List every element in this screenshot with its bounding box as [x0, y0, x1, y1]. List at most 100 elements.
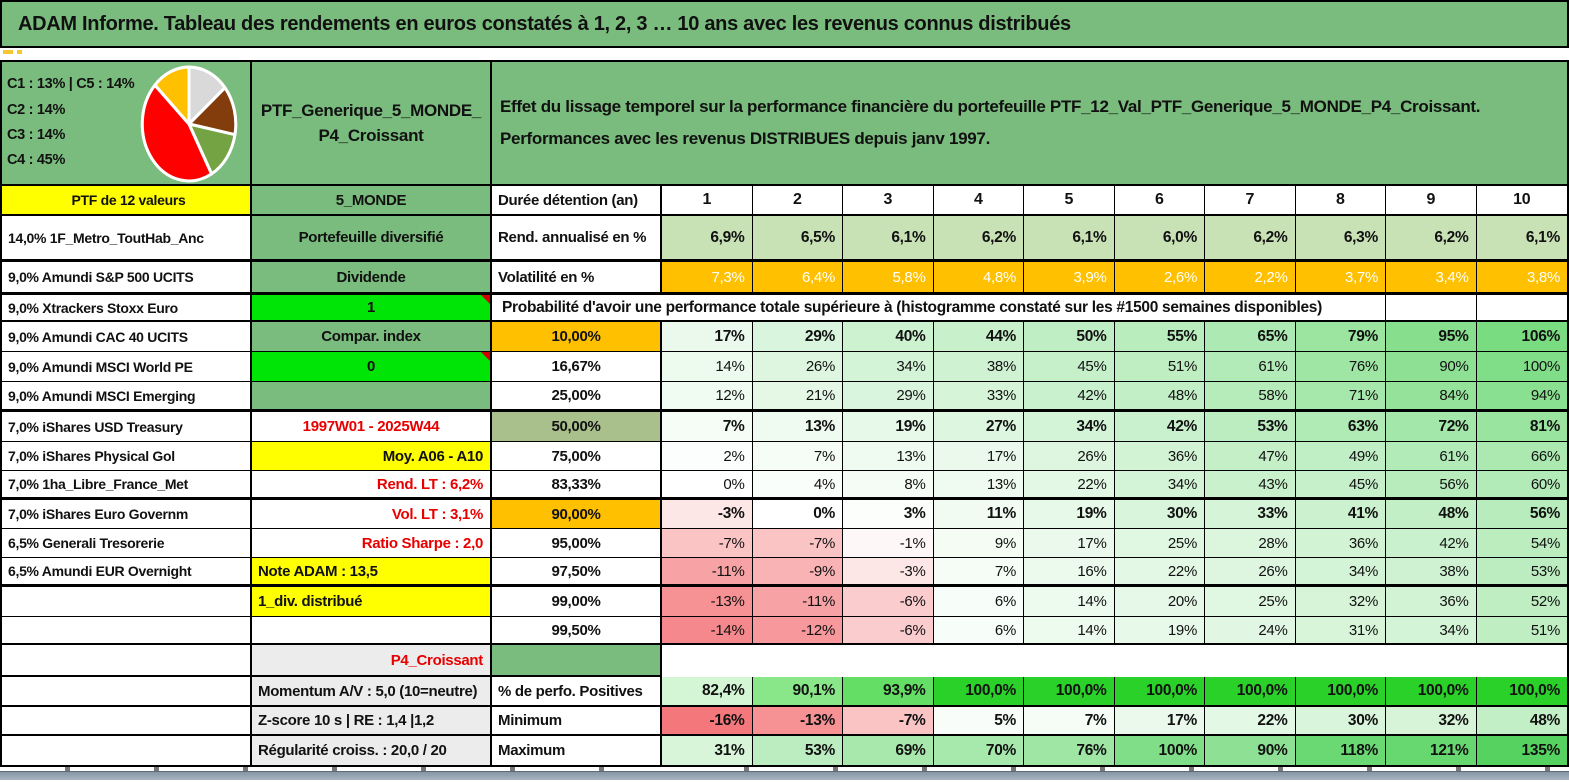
duration-header-cell[interactable]: 9 — [1386, 186, 1477, 216]
data-cell[interactable]: 6,1% — [1476, 216, 1567, 262]
data-cell[interactable]: -11% — [752, 587, 843, 617]
data-cell[interactable]: 36% — [1386, 587, 1477, 617]
data-cell[interactable]: 17% — [1114, 707, 1205, 736]
asset-label-cell[interactable]: 7,0% iShares USD Treasury — [2, 412, 252, 442]
row-label-cell[interactable]: Rend. annualisé en % — [492, 216, 662, 262]
portfolio-attr-cell[interactable]: Dividende — [252, 262, 492, 295]
data-cell[interactable]: -7% — [662, 529, 753, 558]
portfolio-attr-cell[interactable] — [252, 382, 492, 412]
data-cell[interactable]: 38% — [933, 352, 1024, 382]
row-label-cell[interactable]: 16,67% — [492, 352, 662, 382]
data-cell[interactable]: 30% — [1295, 707, 1386, 736]
data-cell[interactable]: 51% — [1476, 617, 1567, 645]
asset-label-cell[interactable] — [2, 736, 252, 765]
portfolio-attr-cell[interactable]: 5_MONDE — [252, 186, 492, 216]
asset-label-cell[interactable]: 7,0% 1ha_Libre_France_Met — [2, 471, 252, 500]
data-cell[interactable]: 65% — [1205, 322, 1296, 352]
data-cell[interactable]: 61% — [1205, 352, 1296, 382]
data-cell[interactable]: 84% — [1386, 382, 1477, 412]
portfolio-attr-cell[interactable]: 1997W01 - 2025W44 — [252, 412, 492, 442]
data-cell[interactable]: 71% — [1295, 382, 1386, 412]
data-cell[interactable]: 34% — [1114, 471, 1205, 500]
data-cell[interactable]: 6,1% — [1024, 216, 1115, 262]
portfolio-attr-cell[interactable]: Compar. index — [252, 322, 492, 352]
data-cell[interactable]: 76% — [1024, 736, 1115, 765]
asset-label-cell[interactable]: 9,0% Amundi S&P 500 UCITS — [2, 262, 252, 295]
data-cell[interactable]: 60% — [1476, 471, 1567, 500]
data-cell[interactable]: 45% — [1295, 471, 1386, 500]
data-cell[interactable]: 100,0% — [933, 677, 1024, 707]
data-cell[interactable]: 6,4% — [752, 262, 843, 295]
data-cell[interactable]: 29% — [752, 322, 843, 352]
portfolio-attr-cell[interactable]: Rend. LT : 6,2% — [252, 471, 492, 500]
data-cell[interactable]: 42% — [1386, 529, 1477, 558]
data-cell[interactable]: 100% — [1476, 352, 1567, 382]
data-cell[interactable]: 6,2% — [933, 216, 1024, 262]
data-cell[interactable]: 6,9% — [662, 216, 753, 262]
data-cell[interactable]: 24% — [1205, 617, 1296, 645]
data-cell[interactable]: 17% — [662, 322, 753, 352]
data-cell[interactable]: 55% — [1114, 322, 1205, 352]
data-cell[interactable]: 21% — [752, 382, 843, 412]
data-cell[interactable]: 31% — [1295, 617, 1386, 645]
data-cell[interactable]: 3,8% — [1476, 262, 1567, 295]
data-cell[interactable]: 27% — [933, 412, 1024, 442]
data-cell[interactable]: 13% — [933, 471, 1024, 500]
data-cell[interactable]: 63% — [1295, 412, 1386, 442]
data-cell[interactable]: 22% — [1205, 707, 1296, 736]
data-cell[interactable]: 34% — [1386, 617, 1477, 645]
data-cell[interactable]: 70% — [933, 736, 1024, 765]
data-cell[interactable]: 0% — [752, 500, 843, 529]
row-label-cell[interactable]: 97,50% — [492, 558, 662, 587]
row-label-cell[interactable]: Maximum — [492, 736, 662, 765]
data-cell[interactable]: 90% — [1205, 736, 1296, 765]
spacer-cell[interactable] — [662, 645, 1567, 677]
duration-header-cell[interactable]: 1 — [662, 186, 753, 216]
portfolio-attr-cell[interactable] — [252, 617, 492, 645]
empty-cell[interactable] — [1476, 295, 1567, 322]
portfolio-attr-cell[interactable]: P4_Croissant — [252, 645, 492, 677]
data-cell[interactable]: 26% — [1205, 558, 1296, 587]
data-cell[interactable]: 25% — [1114, 529, 1205, 558]
data-cell[interactable]: 3,4% — [1386, 262, 1477, 295]
asset-label-cell[interactable] — [2, 707, 252, 736]
row-label-cell[interactable]: 99,50% — [492, 617, 662, 645]
data-cell[interactable]: 56% — [1476, 500, 1567, 529]
data-cell[interactable]: 53% — [1205, 412, 1296, 442]
duration-header-cell[interactable]: 6 — [1114, 186, 1205, 216]
row-label-cell[interactable]: Durée détention (an) — [492, 186, 662, 216]
portfolio-attr-cell[interactable]: Ratio Sharpe : 2,0 — [252, 529, 492, 558]
data-cell[interactable]: 36% — [1295, 529, 1386, 558]
data-cell[interactable]: 90% — [1386, 352, 1477, 382]
row-label-cell[interactable]: 10,00% — [492, 322, 662, 352]
data-cell[interactable]: 7,3% — [662, 262, 753, 295]
data-cell[interactable]: 82,4% — [662, 677, 753, 707]
title-bar[interactable]: ADAM Informe. Tableau des rendements en … — [0, 0, 1569, 48]
portfolio-name-cell[interactable]: PTF_Generique_5_MONDE_ P4_Croissant — [252, 62, 492, 186]
data-cell[interactable]: 26% — [1024, 442, 1115, 471]
data-cell[interactable]: 44% — [933, 322, 1024, 352]
duration-header-cell[interactable]: 8 — [1295, 186, 1386, 216]
data-cell[interactable]: 7% — [933, 558, 1024, 587]
data-cell[interactable]: 4% — [752, 471, 843, 500]
data-cell[interactable]: -16% — [662, 707, 753, 736]
data-cell[interactable]: 48% — [1114, 382, 1205, 412]
portfolio-attr-cell[interactable]: Régularité croiss. : 20,0 / 20 — [252, 736, 492, 765]
data-cell[interactable]: 100,0% — [1386, 677, 1477, 707]
data-cell[interactable]: -13% — [752, 707, 843, 736]
asset-label-cell[interactable] — [2, 617, 252, 645]
data-cell[interactable]: 41% — [1295, 500, 1386, 529]
data-cell[interactable]: 4,8% — [933, 262, 1024, 295]
data-cell[interactable]: 6,2% — [1205, 216, 1296, 262]
data-cell[interactable]: 14% — [1024, 587, 1115, 617]
data-cell[interactable]: 72% — [1386, 412, 1477, 442]
data-cell[interactable]: 54% — [1476, 529, 1567, 558]
data-cell[interactable]: 5,8% — [843, 262, 934, 295]
data-cell[interactable]: 32% — [1295, 587, 1386, 617]
data-cell[interactable]: 29% — [843, 382, 934, 412]
asset-label-cell[interactable]: 7,0% iShares Physical Gol — [2, 442, 252, 471]
portfolio-attr-cell[interactable]: 1_div. distribué — [252, 587, 492, 617]
data-cell[interactable]: 19% — [1024, 500, 1115, 529]
asset-label-cell[interactable] — [2, 677, 252, 707]
data-cell[interactable]: 48% — [1476, 707, 1567, 736]
